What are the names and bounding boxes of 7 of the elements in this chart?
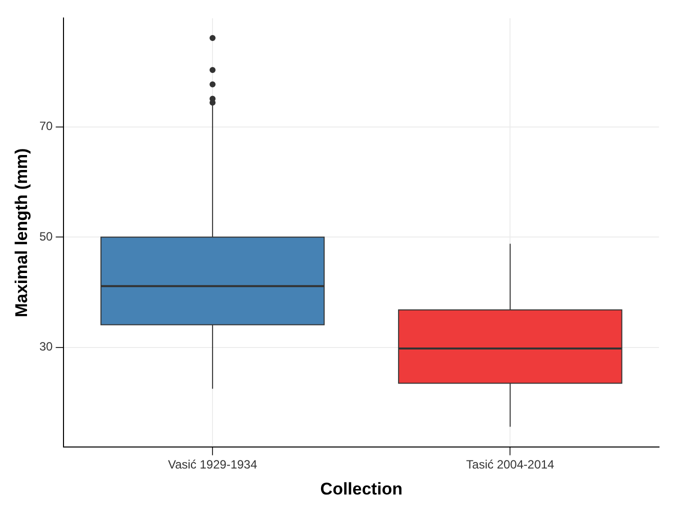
- x-axis-title: Collection: [320, 479, 402, 498]
- y-tick-label: 30: [39, 340, 54, 354]
- y-tick-label: 70: [39, 119, 54, 134]
- x-tick-label: Vasić 1929-1934: [168, 458, 258, 472]
- x-tick-label: Tasić 2004-2014: [466, 458, 555, 472]
- y-tick-label: 50: [39, 229, 54, 244]
- y-axis-title: Maximal length (mm): [12, 148, 31, 318]
